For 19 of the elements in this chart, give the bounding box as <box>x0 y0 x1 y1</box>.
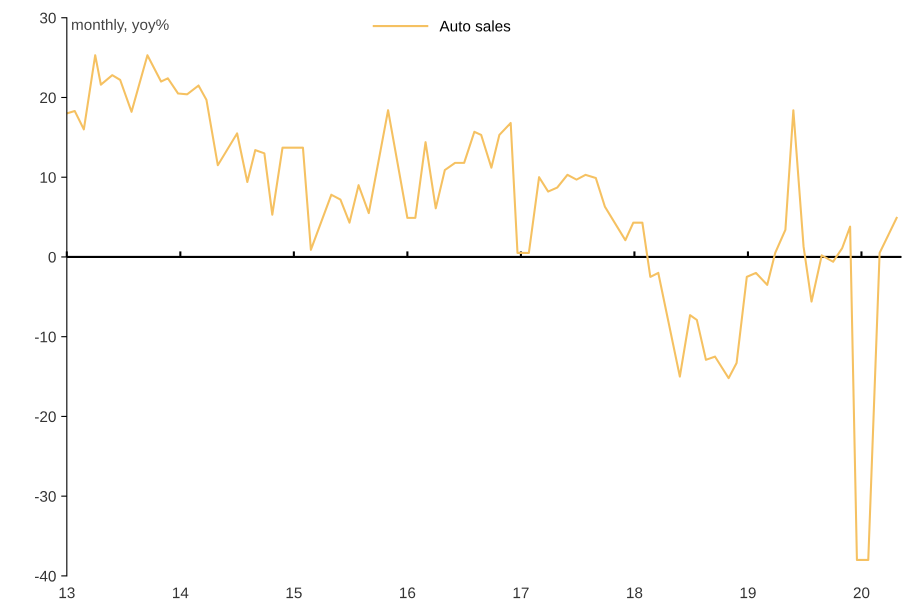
y-tick-label: -20 <box>35 411 56 422</box>
x-tick-label: 15 <box>286 588 302 598</box>
x-tick-label: 14 <box>173 588 188 598</box>
y-tick-label: -30 <box>35 491 56 502</box>
legend-label: Auto sales <box>440 20 510 32</box>
x-tick-label: 16 <box>400 587 416 598</box>
y-tick-label: -40 <box>35 570 56 582</box>
x-tick-label: 20 <box>854 587 870 598</box>
x-tick-label: 13 <box>59 587 75 598</box>
y-tick-label: 10 <box>40 172 56 183</box>
y-tick-label: 0 <box>48 252 56 263</box>
x-tick-label: 17 <box>514 588 529 598</box>
x-tick-label: 19 <box>740 587 756 598</box>
y-tick-label: -10 <box>35 332 56 342</box>
x-tick-label: 18 <box>627 587 642 598</box>
annotation: monthly, yoy% <box>72 18 169 34</box>
line-series <box>66 54 898 561</box>
y-tick-label: 20 <box>40 92 56 104</box>
y-tick-label: 30 <box>40 12 56 24</box>
